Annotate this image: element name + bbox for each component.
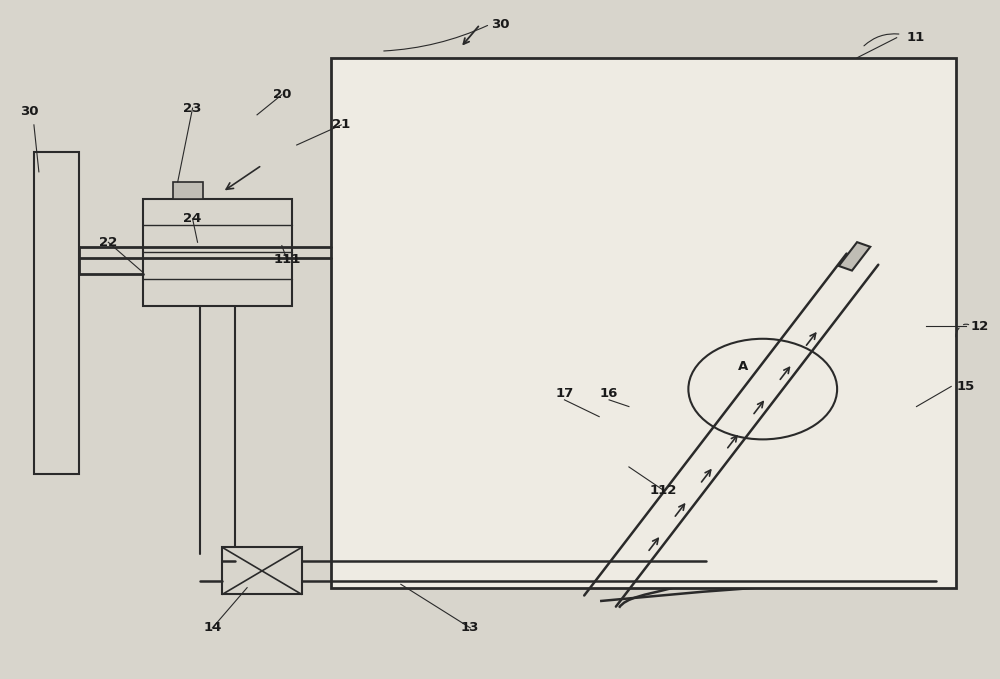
Text: 23: 23 [183, 102, 202, 115]
Text: 20: 20 [273, 88, 291, 101]
Bar [839, 242, 870, 271]
Text: 24: 24 [183, 213, 202, 225]
Text: 30: 30 [20, 105, 38, 118]
Bar [173, 182, 202, 199]
Bar [222, 547, 302, 594]
Text: A: A [738, 360, 748, 373]
Text: 11: 11 [907, 31, 925, 44]
Text: 112: 112 [650, 484, 677, 497]
Text: 17: 17 [555, 386, 574, 400]
Bar [331, 58, 956, 587]
Text: 21: 21 [332, 118, 350, 132]
Text: 111: 111 [273, 253, 300, 265]
Text: 14: 14 [203, 621, 222, 634]
Text: 30: 30 [491, 18, 509, 31]
Text: 16: 16 [600, 386, 618, 400]
Text: 15: 15 [956, 380, 974, 393]
Text: 13: 13 [461, 621, 479, 634]
Bar [34, 151, 79, 474]
Text: 12: 12 [971, 320, 989, 333]
Bar [143, 199, 292, 306]
Text: 22: 22 [99, 236, 117, 249]
